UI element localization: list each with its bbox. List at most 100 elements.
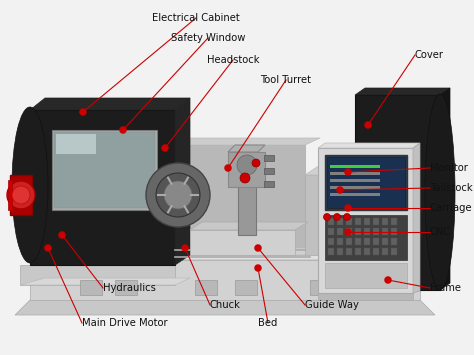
- Bar: [330, 186, 380, 189]
- Bar: [391, 238, 397, 245]
- Bar: [355, 238, 361, 245]
- Circle shape: [58, 231, 65, 239]
- Circle shape: [252, 159, 260, 167]
- Bar: [382, 248, 388, 255]
- Circle shape: [345, 229, 352, 235]
- Circle shape: [345, 204, 352, 212]
- Bar: [346, 248, 352, 255]
- Polygon shape: [355, 88, 450, 95]
- Bar: [373, 238, 379, 245]
- Circle shape: [119, 126, 127, 133]
- Circle shape: [337, 186, 344, 193]
- Circle shape: [165, 185, 185, 205]
- Bar: [10, 175, 32, 215]
- Text: Guide Way: Guide Way: [305, 300, 359, 310]
- Circle shape: [7, 181, 35, 209]
- Text: Carriage: Carriage: [430, 203, 473, 213]
- Circle shape: [334, 213, 340, 220]
- Circle shape: [345, 169, 352, 175]
- Text: Electrical Cabinet: Electrical Cabinet: [152, 13, 240, 23]
- Bar: [264, 155, 274, 161]
- Bar: [330, 165, 380, 168]
- Bar: [364, 248, 370, 255]
- Bar: [330, 172, 380, 175]
- Circle shape: [169, 189, 181, 201]
- Text: Chuck: Chuck: [210, 300, 241, 310]
- Bar: [115, 280, 137, 295]
- Bar: [355, 248, 361, 255]
- Circle shape: [80, 109, 86, 115]
- Bar: [373, 228, 379, 235]
- Text: Bed: Bed: [258, 318, 278, 328]
- Bar: [330, 179, 380, 182]
- Bar: [337, 238, 343, 245]
- Text: Cover: Cover: [415, 50, 444, 60]
- Bar: [355, 228, 361, 235]
- Polygon shape: [318, 143, 420, 148]
- Ellipse shape: [425, 94, 455, 290]
- Polygon shape: [440, 88, 450, 290]
- Polygon shape: [30, 250, 435, 260]
- Polygon shape: [175, 248, 320, 255]
- Bar: [364, 228, 370, 235]
- Circle shape: [323, 213, 330, 220]
- Text: Safety Window: Safety Window: [171, 33, 245, 43]
- Bar: [318, 148, 413, 293]
- Bar: [364, 238, 370, 245]
- Bar: [345, 280, 367, 295]
- Text: Headstock: Headstock: [207, 55, 259, 65]
- Bar: [8, 180, 12, 210]
- Circle shape: [240, 173, 250, 183]
- Bar: [228, 152, 265, 187]
- Circle shape: [365, 121, 372, 129]
- Bar: [235, 280, 257, 295]
- Circle shape: [146, 163, 210, 227]
- Bar: [382, 238, 388, 245]
- Bar: [325, 263, 407, 288]
- Text: CNC: CNC: [430, 227, 451, 237]
- Circle shape: [384, 277, 392, 284]
- Bar: [325, 215, 407, 260]
- Text: Tailstock: Tailstock: [430, 183, 473, 193]
- Polygon shape: [175, 98, 190, 265]
- Polygon shape: [30, 98, 190, 110]
- Bar: [328, 238, 334, 245]
- Bar: [346, 238, 352, 245]
- Polygon shape: [305, 165, 375, 175]
- Polygon shape: [355, 95, 440, 290]
- Polygon shape: [30, 110, 175, 265]
- Bar: [382, 218, 388, 225]
- Circle shape: [162, 144, 168, 152]
- Bar: [330, 193, 380, 196]
- Bar: [337, 218, 343, 225]
- Ellipse shape: [12, 107, 48, 263]
- Text: Tool Turret: Tool Turret: [261, 75, 311, 85]
- Polygon shape: [20, 265, 175, 285]
- Polygon shape: [175, 138, 320, 145]
- Polygon shape: [305, 175, 360, 255]
- Circle shape: [156, 173, 200, 217]
- Bar: [391, 218, 397, 225]
- Bar: [327, 157, 405, 208]
- Bar: [310, 280, 332, 295]
- Circle shape: [45, 245, 52, 251]
- Text: Main Drive Motor: Main Drive Motor: [82, 318, 168, 328]
- Bar: [328, 248, 334, 255]
- Bar: [364, 218, 370, 225]
- Bar: [391, 248, 397, 255]
- Polygon shape: [15, 300, 435, 315]
- Bar: [373, 248, 379, 255]
- Circle shape: [237, 155, 257, 175]
- Text: Hydraulics: Hydraulics: [103, 283, 156, 293]
- Polygon shape: [318, 290, 413, 300]
- Text: Frame: Frame: [430, 283, 461, 293]
- Circle shape: [225, 164, 231, 171]
- Circle shape: [337, 197, 373, 233]
- Bar: [328, 228, 334, 235]
- Circle shape: [157, 177, 193, 213]
- Bar: [195, 280, 217, 295]
- Bar: [337, 228, 343, 235]
- Circle shape: [147, 167, 203, 223]
- Polygon shape: [30, 260, 420, 300]
- Bar: [190, 230, 295, 255]
